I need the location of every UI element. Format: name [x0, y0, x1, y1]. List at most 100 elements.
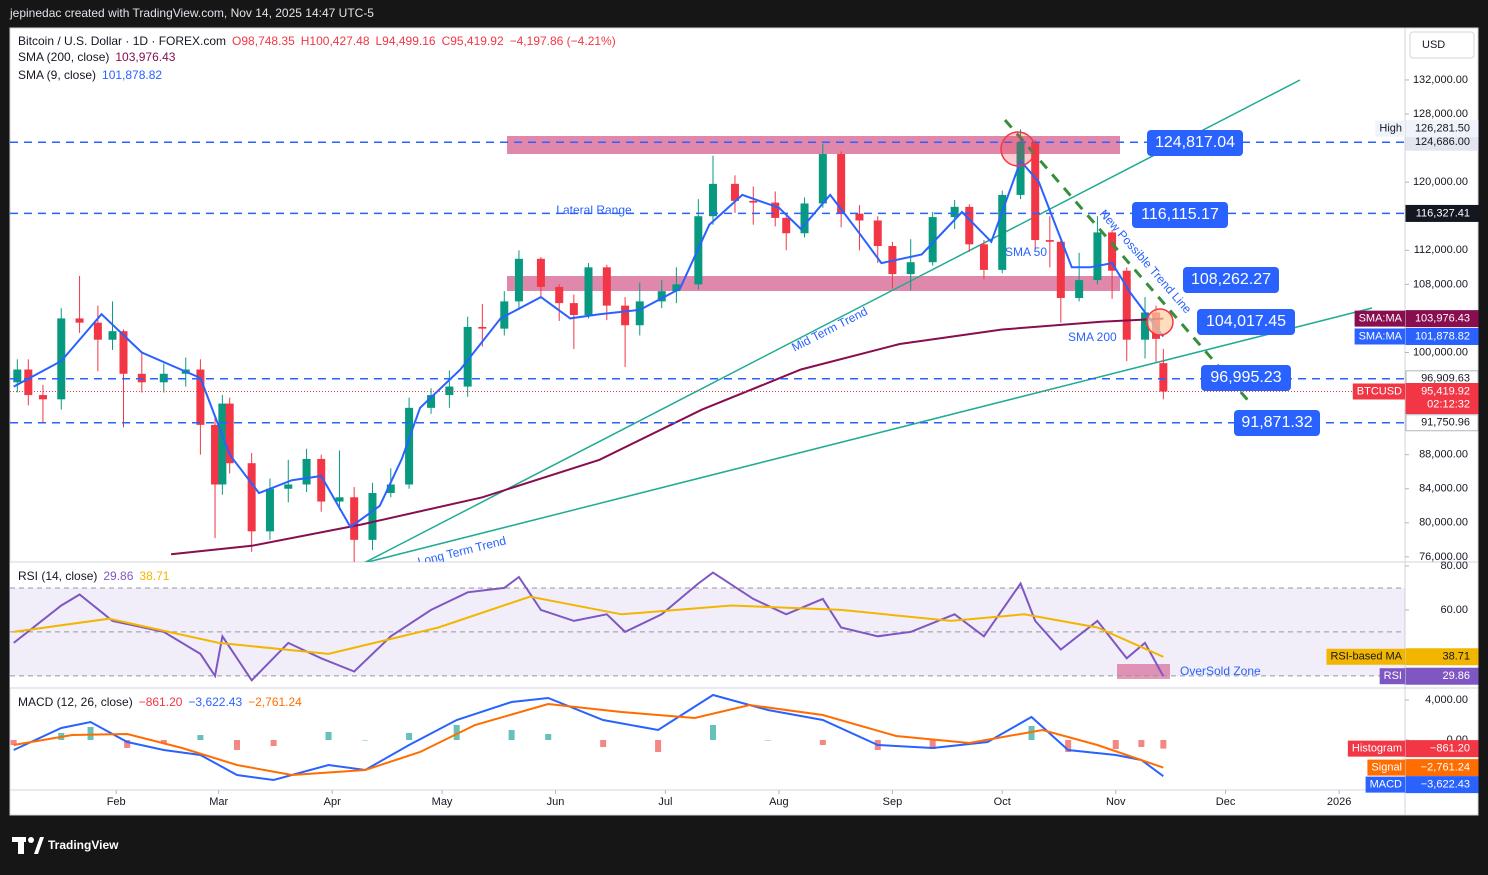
histogram-bar [1065, 740, 1072, 752]
candle-body [350, 497, 359, 540]
axis-tag-name-bg [1326, 648, 1405, 665]
legend-value: 38.71 [139, 569, 169, 583]
axis-tag-name: BTCUSD [1357, 385, 1402, 397]
candle-body [1075, 280, 1084, 298]
pane-title: MACD (12, 26, close) [18, 695, 133, 709]
candle-body [1016, 142, 1025, 195]
price-note: 116,115.17 [1141, 206, 1219, 223]
histogram-bar [929, 740, 936, 749]
x-tick-label: Nov [1106, 796, 1126, 808]
candle-body [584, 267, 593, 316]
candle-body [119, 331, 128, 374]
series-line [13, 595, 1164, 658]
annotation: SMA 50 [1005, 245, 1047, 259]
countdown: 02:12:32 [1427, 398, 1470, 410]
axis-tag-name-bg [1379, 668, 1405, 685]
candle-body [38, 395, 47, 400]
candle-body [93, 322, 102, 340]
candle-body [1108, 232, 1117, 271]
axis-tag-name-bg [1354, 328, 1405, 345]
histogram-bar [234, 740, 241, 750]
axis-tag-value: −3,622.43 [1421, 779, 1470, 791]
highlight-circle [1000, 131, 1036, 167]
long-term-trendline [364, 307, 1373, 562]
axis-tag-name-bg [1367, 759, 1405, 776]
axis-tag [1405, 776, 1479, 794]
axis-tag-value: 95,419.92 [1421, 385, 1470, 397]
candle-body [159, 373, 168, 383]
annotation: Lateral Range [556, 203, 632, 217]
candle-body [445, 386, 454, 396]
candle-body [218, 403, 227, 485]
axis-tag-value: 38.71 [1442, 651, 1470, 663]
candle-body [749, 200, 758, 203]
price-note-box [1183, 267, 1279, 293]
logo-part [34, 837, 44, 854]
price-note-box [1197, 309, 1295, 335]
axis-tag-value: 103,976.43 [1415, 313, 1470, 325]
histogram-bar [124, 740, 131, 748]
legend-value: −2,761.24 [248, 695, 302, 709]
price-note: 104,017.45 [1206, 313, 1286, 330]
candle-body [602, 267, 611, 306]
legend-name: SMA (200, close) [18, 50, 109, 64]
candle-body [265, 488, 274, 532]
candle-body [335, 497, 344, 502]
candle-body [302, 458, 311, 485]
y-tick-label: 80.00 [1440, 560, 1468, 572]
candle-body [730, 183, 739, 201]
candle-body [635, 301, 644, 326]
y-tick-label: 128,000.00 [1413, 108, 1468, 120]
histogram-bar [709, 725, 716, 740]
y-tick-label: 60.00 [1440, 604, 1468, 616]
candle-body [1141, 312, 1150, 340]
axis-tag-name: Histogram [1352, 743, 1402, 755]
annotation: SMA 200 [1068, 330, 1117, 344]
axes: USD Feb Mar Apr May Jun Jul Aug Sep Oct Nov Dec 202… [107, 31, 1479, 808]
drawings: Long Term Trend [364, 79, 1373, 562]
series-line [13, 571, 1165, 682]
legend: Bitcoin / U.S. Dollar · 1D · FOREX.com O9… [18, 34, 616, 709]
price-note-box [1147, 130, 1243, 156]
macd-plot [10, 693, 1167, 782]
histogram-bar [508, 730, 515, 740]
price-note: 91,871.32 [1241, 414, 1312, 431]
histogram-bar [545, 734, 552, 740]
axis-tag [1405, 120, 1479, 138]
candle-body [284, 484, 293, 489]
axis-tag-name: SMA:MA [1359, 330, 1403, 342]
candle-body [211, 424, 220, 485]
x-tick-label: Aug [769, 796, 789, 808]
candle-body [998, 194, 1007, 270]
histogram-bar [197, 735, 204, 740]
series-line [13, 693, 1164, 782]
candle-body [386, 484, 395, 494]
resistance-zone [507, 136, 1120, 154]
candle-body [1093, 232, 1102, 281]
candle-body [368, 493, 377, 540]
histogram-bar [600, 740, 607, 747]
candle-body [928, 217, 937, 263]
legend-value: −3,622.43 [188, 695, 242, 709]
series-line [13, 158, 1165, 529]
histogram-bar [270, 740, 277, 746]
axis-tag-name-bg [1375, 120, 1405, 137]
candle-body [317, 458, 326, 502]
histogram-bar [325, 732, 332, 740]
histogram-bar [1112, 740, 1119, 749]
candle-body [950, 206, 959, 218]
legend-value: 101,878.82 [102, 68, 162, 82]
annotation: OverSold Zone [1180, 664, 1261, 678]
candle-body [979, 244, 988, 270]
y-tick-label: 84,000.00 [1419, 483, 1468, 495]
ohlc-label: C95,419.92 [442, 34, 504, 48]
legend-value: 103,976.43 [115, 50, 175, 64]
candle-body [771, 202, 780, 218]
axis-tag [1405, 759, 1479, 777]
candle-body [24, 369, 33, 396]
histogram-bar [655, 740, 662, 752]
axis-tag-name-bg [1365, 776, 1405, 793]
new-trendline [1003, 119, 1254, 406]
y-tick-label: 120,000.00 [1413, 176, 1468, 188]
legend-value: −861.20 [139, 695, 183, 709]
